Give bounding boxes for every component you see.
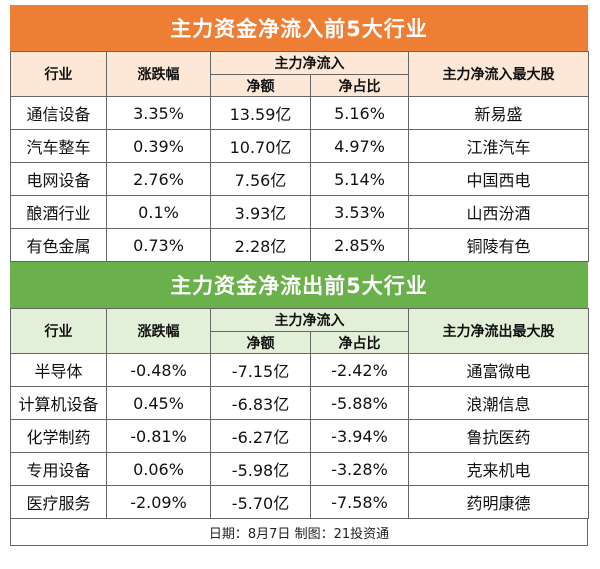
stock-cell: 新易盛	[408, 96, 589, 130]
industry-cell: 汽车整车	[10, 129, 107, 163]
ratio-cell: -5.88%	[310, 386, 409, 420]
col-change: 涨跌幅	[106, 308, 211, 354]
col-top-stock: 主力净流入最大股	[408, 51, 589, 97]
amount-cell: -6.83亿	[210, 386, 311, 420]
table-row: 通信设备 3.35% 13.59亿 5.16% 新易盛	[10, 96, 589, 130]
outflow-subheader-row: 净额 净占比	[11, 331, 589, 354]
change-cell: 3.35%	[106, 96, 211, 130]
outflow-title: 主力资金净流出前5大行业	[10, 262, 588, 308]
inflow-body: 通信设备 3.35% 13.59亿 5.16% 新易盛 汽车整车 0.39% 1…	[10, 96, 589, 262]
col-change: 涨跌幅	[106, 51, 211, 97]
change-cell: 0.39%	[106, 129, 211, 163]
table-row: 汽车整车 0.39% 10.70亿 4.97% 江淮汽车	[10, 129, 589, 163]
change-cell: 0.06%	[106, 452, 211, 486]
col-net-ratio: 净占比	[310, 74, 409, 97]
stock-cell: 浪潮信息	[408, 386, 589, 420]
ratio-cell: -3.28%	[310, 452, 409, 486]
industry-cell: 酿酒行业	[10, 195, 107, 229]
industry-cell: 半导体	[10, 353, 107, 387]
stock-cell: 药明康德	[408, 485, 589, 519]
ratio-cell: 5.14%	[310, 162, 409, 196]
change-cell: 2.76%	[106, 162, 211, 196]
col-net-amount: 净额	[210, 331, 311, 354]
table-row: 半导体 -0.48% -7.15亿 -2.42% 通富微电	[10, 353, 589, 387]
industry-cell: 有色金属	[10, 228, 107, 262]
inflow-title: 主力资金净流入前5大行业	[10, 5, 588, 51]
stock-cell: 江淮汽车	[408, 129, 589, 163]
col-net-flow: 主力净流入	[210, 51, 409, 75]
stock-cell: 山西汾酒	[408, 195, 589, 229]
change-cell: -2.09%	[106, 485, 211, 519]
stock-cell: 铜陵有色	[408, 228, 589, 262]
stock-cell: 克来机电	[408, 452, 589, 486]
change-cell: 0.45%	[106, 386, 211, 420]
ratio-cell: -3.94%	[310, 419, 409, 453]
inflow-header-row: 行业 涨跌幅 主力净流入 主力净流入最大股	[10, 51, 589, 97]
table-row: 医疗服务 -2.09% -5.70亿 -7.58% 药明康德	[10, 485, 589, 519]
outflow-header-row: 行业 涨跌幅 主力净流入 主力净流出最大股	[10, 308, 589, 354]
ratio-cell: -2.42%	[310, 353, 409, 387]
table-row: 计算机设备 0.45% -6.83亿 -5.88% 浪潮信息	[10, 386, 589, 420]
ratio-cell: 2.85%	[310, 228, 409, 262]
table-row: 电网设备 2.76% 7.56亿 5.14% 中国西电	[10, 162, 589, 196]
ratio-cell: 5.16%	[310, 96, 409, 130]
table-row: 酿酒行业 0.1% 3.93亿 3.53% 山西汾酒	[10, 195, 589, 229]
stock-cell: 通富微电	[408, 353, 589, 387]
industry-cell: 电网设备	[10, 162, 107, 196]
industry-cell: 专用设备	[10, 452, 107, 486]
col-net-ratio: 净占比	[310, 331, 409, 354]
change-cell: 0.1%	[106, 195, 211, 229]
outflow-body: 半导体 -0.48% -7.15亿 -2.42% 通富微电 计算机设备 0.45…	[10, 353, 589, 519]
industry-cell: 医疗服务	[10, 485, 107, 519]
col-industry: 行业	[10, 51, 107, 97]
amount-cell: -5.98亿	[210, 452, 311, 486]
amount-cell: 2.28亿	[210, 228, 311, 262]
amount-cell: 13.59亿	[210, 96, 311, 130]
amount-cell: -6.27亿	[210, 419, 311, 453]
amount-cell: -5.70亿	[210, 485, 311, 519]
amount-cell: 10.70亿	[210, 129, 311, 163]
ratio-cell: 3.53%	[310, 195, 409, 229]
col-net-amount: 净额	[210, 74, 311, 97]
ratio-cell: 4.97%	[310, 129, 409, 163]
col-industry: 行业	[10, 308, 107, 354]
industry-cell: 计算机设备	[10, 386, 107, 420]
col-net-flow: 主力净流入	[210, 308, 409, 332]
change-cell: 0.73%	[106, 228, 211, 262]
amount-cell: 7.56亿	[210, 162, 311, 196]
stock-cell: 中国西电	[408, 162, 589, 196]
amount-cell: -7.15亿	[210, 353, 311, 387]
table-row: 化学制药 -0.81% -6.27亿 -3.94% 鲁抗医药	[10, 419, 589, 453]
footer-credit: 日期：8月7日 制图：21投资通	[10, 519, 588, 546]
industry-cell: 通信设备	[10, 96, 107, 130]
amount-cell: 3.93亿	[210, 195, 311, 229]
change-cell: -0.81%	[106, 419, 211, 453]
inflow-subheader-row: 净额 净占比	[11, 74, 589, 97]
stock-cell: 鲁抗医药	[408, 419, 589, 453]
inflow-table: 行业 涨跌幅 主力净流入 主力净流入最大股 净额 净占比 通信设备 3.35% …	[10, 51, 589, 262]
industry-cell: 化学制药	[10, 419, 107, 453]
ratio-cell: -7.58%	[310, 485, 409, 519]
change-cell: -0.48%	[106, 353, 211, 387]
col-top-stock: 主力净流出最大股	[408, 308, 589, 354]
table-row: 专用设备 0.06% -5.98亿 -3.28% 克来机电	[10, 452, 589, 486]
table-row: 有色金属 0.73% 2.28亿 2.85% 铜陵有色	[10, 228, 589, 262]
outflow-table: 行业 涨跌幅 主力净流入 主力净流出最大股 净额 净占比 半导体 -0.48% …	[10, 308, 589, 519]
report-card: 主力资金净流入前5大行业 行业 涨跌幅 主力净流入 主力净流入最大股 净额 净占…	[10, 5, 589, 546]
